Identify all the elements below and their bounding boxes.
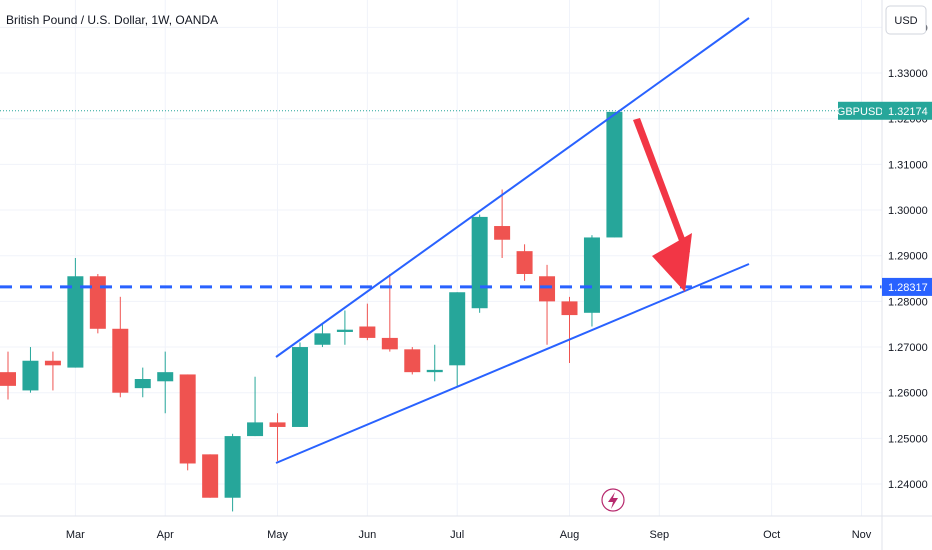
candle[interactable]	[269, 413, 286, 462]
candle-body	[471, 216, 488, 309]
candle-body	[359, 326, 376, 338]
candle[interactable]	[583, 235, 600, 327]
candle-body	[179, 374, 196, 464]
support-price-label: 1.28317	[882, 277, 932, 296]
candle-body	[224, 436, 241, 498]
candle[interactable]	[359, 303, 376, 341]
candle-body	[202, 454, 219, 498]
time-tick-label: Jul	[450, 529, 464, 541]
price-tick-label: 1.25000	[888, 433, 928, 445]
candle[interactable]	[404, 347, 421, 375]
chart-title: British Pound / U.S. Dollar, 1W, OANDA	[6, 13, 218, 27]
candle-body	[44, 360, 61, 366]
time-axis[interactable]: Mar Apr May Jun Jul Aug Sep Oct Nov	[66, 529, 872, 541]
time-tick-label: Aug	[560, 529, 580, 541]
candle-body	[561, 301, 578, 316]
lightning-icon[interactable]	[601, 488, 625, 512]
candle[interactable]	[67, 258, 84, 368]
candle[interactable]	[561, 296, 578, 364]
candle-body	[583, 237, 600, 313]
candle[interactable]	[291, 342, 308, 427]
candle[interactable]	[44, 351, 61, 391]
candle-body	[134, 379, 151, 389]
price-tick-label: 1.24000	[888, 479, 928, 491]
candle-body	[0, 372, 16, 386]
candles	[0, 111, 623, 512]
candle[interactable]	[606, 111, 623, 238]
candle-body	[291, 347, 308, 427]
candle-body	[314, 333, 331, 345]
candle[interactable]	[449, 292, 466, 386]
time-tick-label: Oct	[763, 529, 780, 541]
price-tick-label: 1.30000	[888, 205, 928, 217]
lower-trend-line[interactable]	[275, 263, 750, 464]
candle-body	[404, 349, 421, 373]
time-tick-label: Jun	[358, 529, 376, 541]
candle[interactable]	[224, 433, 241, 512]
time-tick-label: Mar	[66, 529, 85, 541]
price-tick-label: 1.28000	[888, 296, 928, 308]
currency-label: USD	[894, 15, 917, 27]
candle[interactable]	[471, 214, 488, 313]
candle[interactable]	[314, 324, 331, 348]
candle-body	[449, 292, 466, 366]
candle[interactable]	[539, 264, 556, 345]
svg-text:GBPUSD: GBPUSD	[837, 106, 884, 118]
time-tick-label: Apr	[157, 529, 174, 541]
candle[interactable]	[336, 310, 353, 345]
down-arrow[interactable]	[633, 118, 692, 292]
candle-body	[67, 276, 84, 368]
candle-body	[247, 422, 264, 437]
candle[interactable]	[22, 347, 39, 393]
candle[interactable]	[112, 296, 129, 398]
candle[interactable]	[89, 273, 106, 334]
price-tick-label: 1.31000	[888, 159, 928, 171]
symbol-price-label: GBPUSD 1.32174	[837, 101, 932, 120]
candle-body	[426, 369, 443, 373]
candle-body	[336, 329, 353, 332]
svg-text:1.28317: 1.28317	[888, 282, 928, 294]
price-tick-label: 1.33000	[888, 68, 928, 80]
candle[interactable]	[516, 244, 533, 281]
candle-body	[381, 337, 398, 350]
candle-body	[269, 422, 286, 427]
currency-box[interactable]	[885, 5, 927, 35]
candle[interactable]	[202, 454, 219, 498]
candle-body	[112, 328, 129, 393]
candle-body	[539, 276, 556, 302]
candle[interactable]	[157, 351, 174, 414]
candle[interactable]	[247, 376, 264, 437]
candle-body	[22, 360, 39, 391]
time-tick-label: Nov	[852, 529, 872, 541]
time-tick-label: May	[267, 529, 288, 541]
candle[interactable]	[134, 367, 151, 398]
upper-trend-line[interactable]	[275, 17, 750, 358]
price-tick-label: 1.27000	[888, 342, 928, 354]
candle[interactable]	[0, 351, 16, 400]
price-tick-label: 1.29000	[888, 251, 928, 263]
svg-text:1.32174: 1.32174	[888, 106, 928, 118]
time-tick-label: Sep	[650, 529, 670, 541]
candle-body	[157, 372, 174, 382]
candle[interactable]	[179, 374, 196, 471]
candle[interactable]	[426, 344, 443, 382]
price-tick-label: 1.26000	[888, 388, 928, 400]
candle-body	[494, 226, 511, 240]
candle-body	[606, 111, 623, 238]
candle-body	[516, 251, 533, 274]
candle-body	[89, 276, 106, 329]
candle[interactable]	[494, 189, 511, 258]
